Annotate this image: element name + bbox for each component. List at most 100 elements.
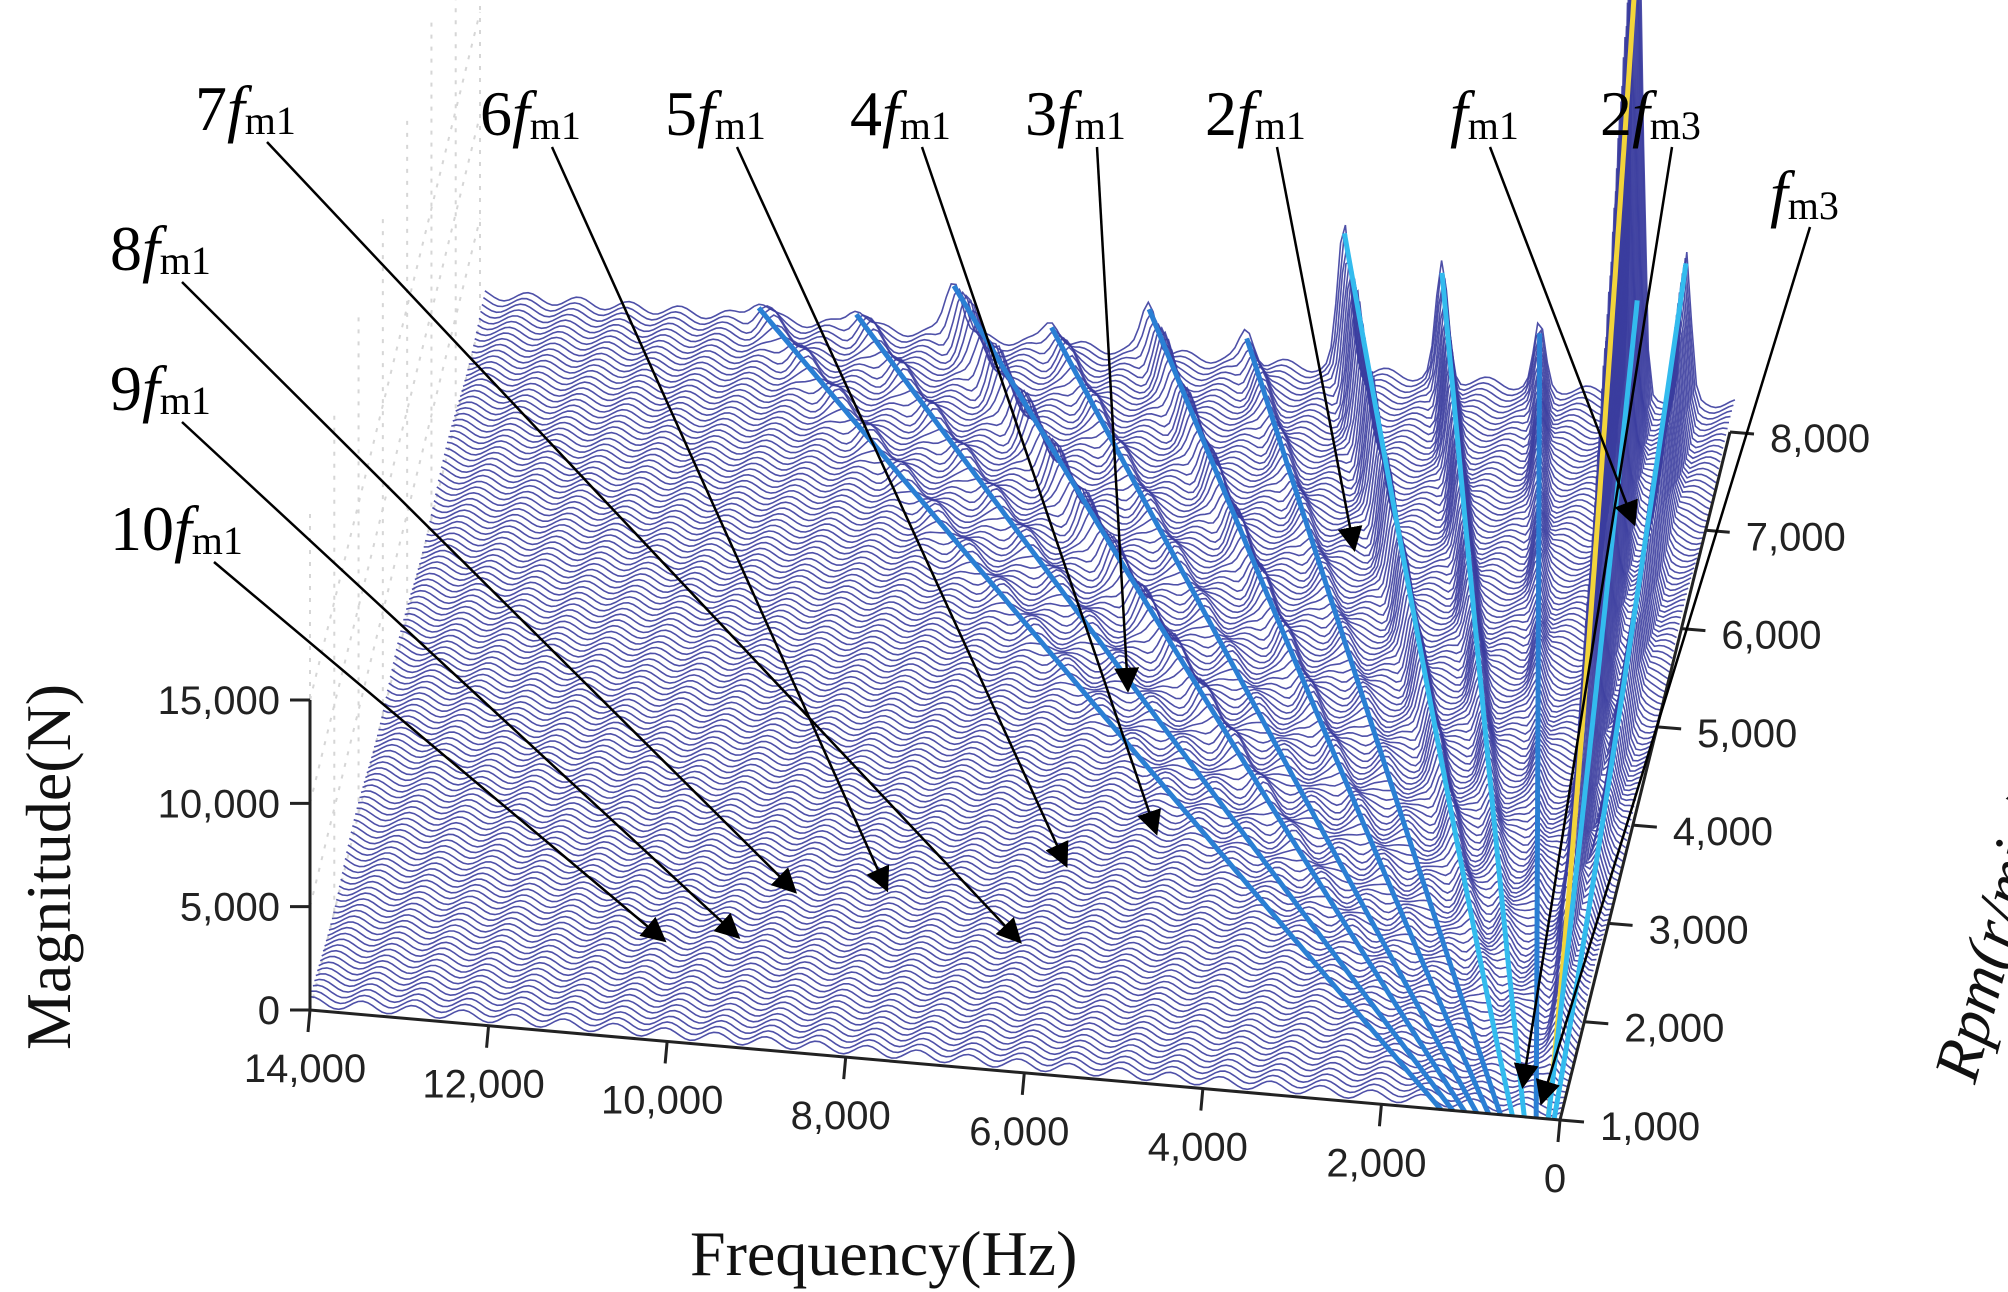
x-tick-label-1: 2,000	[1326, 1141, 1426, 1185]
spectrum-line	[322, 944, 1574, 1064]
y-tick-label-7: 8,000	[1770, 417, 1870, 461]
z-tick-label-3: 15,000	[158, 679, 280, 723]
spectrum-line	[478, 0, 1730, 432]
spectrum-line	[347, 844, 1599, 957]
spectrum-line	[309, 995, 1561, 1117]
z-tick-label-2: 10,000	[158, 782, 280, 826]
spectrum-line	[416, 408, 1667, 686]
spectrum-line	[436, 267, 1688, 603]
spectrum-line	[358, 801, 1609, 922]
annotation-arrow	[735, 146, 1069, 868]
annotation-arrow	[920, 146, 1161, 836]
spectrum-line	[443, 182, 1695, 574]
annotation-4fm1: 4fm1	[850, 78, 1161, 836]
y-tick-label-4: 5,000	[1697, 712, 1797, 756]
spectrum-line	[343, 863, 1594, 975]
z-tick-label-0: 0	[258, 989, 280, 1033]
spectrum-line	[331, 909, 1583, 1025]
x-tick-mark-4	[842, 1057, 848, 1080]
spectrum-line	[376, 701, 1628, 842]
x-tick-label-2: 4,000	[1148, 1126, 1248, 1170]
annotation-layer: 7fm1 6fm1 5fm1 4fm1 3fm1 2fm1 fm1 2fm3 fm3 8fm1 9f…	[110, 73, 1839, 1106]
spectrum-line	[341, 869, 1593, 979]
x-tick-label-0: 0	[1544, 1157, 1566, 1201]
spectrum-line	[437, 261, 1689, 597]
spectrum-line	[403, 502, 1654, 740]
x-tick-label-7: 14,000	[244, 1047, 366, 1091]
spectrum-line	[401, 516, 1653, 746]
spectrum-line	[367, 761, 1619, 882]
y-tick-label-1: 2,000	[1624, 1007, 1724, 1051]
spectrum-line	[314, 978, 1565, 1099]
spectrum-line	[462, 25, 1714, 497]
spectrum-line	[452, 101, 1703, 540]
x-tick-mark-7	[306, 1009, 312, 1033]
spectrum-line	[404, 493, 1655, 734]
annotation-label: 6fm1	[480, 78, 581, 149]
annotation-label: 5fm1	[665, 78, 766, 149]
annotation-3fm1: 3fm1	[1025, 78, 1140, 693]
spectrum-line	[481, 0, 1733, 420]
annotation-label: 10fm1	[110, 493, 243, 564]
spectrum-line	[472, 0, 1724, 454]
spectrum-line	[383, 635, 1635, 810]
ridge-7fm1	[1049, 326, 1479, 1114]
spectrum-line	[338, 880, 1590, 992]
annotation-arrow	[1488, 146, 1638, 527]
spectrum-line	[440, 207, 1692, 586]
spectrum-line	[353, 818, 1604, 938]
annotation-8fm1: 8fm1	[110, 213, 798, 894]
annotation-5fm1: 5fm1	[665, 78, 1069, 868]
annotation-label: 2fm3	[1600, 78, 1701, 149]
ridge-9fm1	[854, 312, 1455, 1113]
annotation-arrow	[550, 146, 890, 893]
spectrum-line	[359, 795, 1610, 917]
spectrum-line	[455, 100, 1706, 528]
x-tick-mark-2	[1199, 1088, 1205, 1111]
ridge-10fm1	[756, 306, 1443, 1112]
annotation-label: 7fm1	[195, 73, 296, 144]
spectrum-line	[464, 24, 1715, 491]
ridge-3fm1	[1439, 272, 1527, 1118]
y-tick-mark-3	[1632, 823, 1657, 829]
y-tick-mark-2	[1608, 921, 1633, 927]
spectrum-line	[480, 0, 1731, 426]
x-tick-label-6: 12,000	[422, 1063, 544, 1107]
spectrum-line	[453, 96, 1705, 534]
spectrum-line	[406, 489, 1657, 729]
ridge-4fm1	[1341, 232, 1515, 1117]
annotation-arrow	[1275, 146, 1363, 553]
spectrum-line	[351, 824, 1603, 942]
grid-line-z-1	[309, 218, 481, 907]
annotation-2fm3: 2fm3	[1513, 78, 1701, 1090]
spectrum-line	[474, 0, 1725, 449]
spectrum-line	[420, 365, 1672, 666]
y-tick-label-5: 6,000	[1721, 614, 1821, 658]
y-tick-label-3: 4,000	[1673, 810, 1773, 854]
y-tick-label-2: 3,000	[1649, 908, 1749, 952]
spectrum-line	[311, 990, 1562, 1111]
spectrum-line	[379, 680, 1631, 828]
spectrum-line	[334, 898, 1586, 1013]
annotation-label: 8fm1	[110, 213, 211, 284]
y-tick-mark-7	[1729, 430, 1755, 436]
annotation-label: 3fm1	[1025, 78, 1126, 149]
annotation-arrow	[213, 561, 667, 943]
annotation-10fm1: 10fm1	[110, 493, 667, 943]
spectrum-line	[318, 961, 1570, 1082]
spectrum-line	[340, 874, 1591, 984]
spectrum-line	[410, 452, 1661, 711]
spectrum-line	[381, 662, 1632, 821]
annotation-label: 4fm1	[850, 78, 951, 149]
annotation-arrow	[1095, 146, 1140, 693]
ridge-2fm3	[1545, 300, 1640, 1120]
annotation-arrow	[1535, 226, 1812, 1106]
annotation-label: fm1	[1450, 78, 1519, 149]
annotation-arrow	[266, 141, 1022, 944]
y-tick-mark-5	[1681, 627, 1706, 633]
spectrum-line	[365, 772, 1616, 894]
annotation-arrow	[181, 421, 741, 939]
spectrum-line	[408, 475, 1660, 717]
spectrum-line	[459, 57, 1711, 510]
ridge-8fm1	[951, 284, 1467, 1113]
